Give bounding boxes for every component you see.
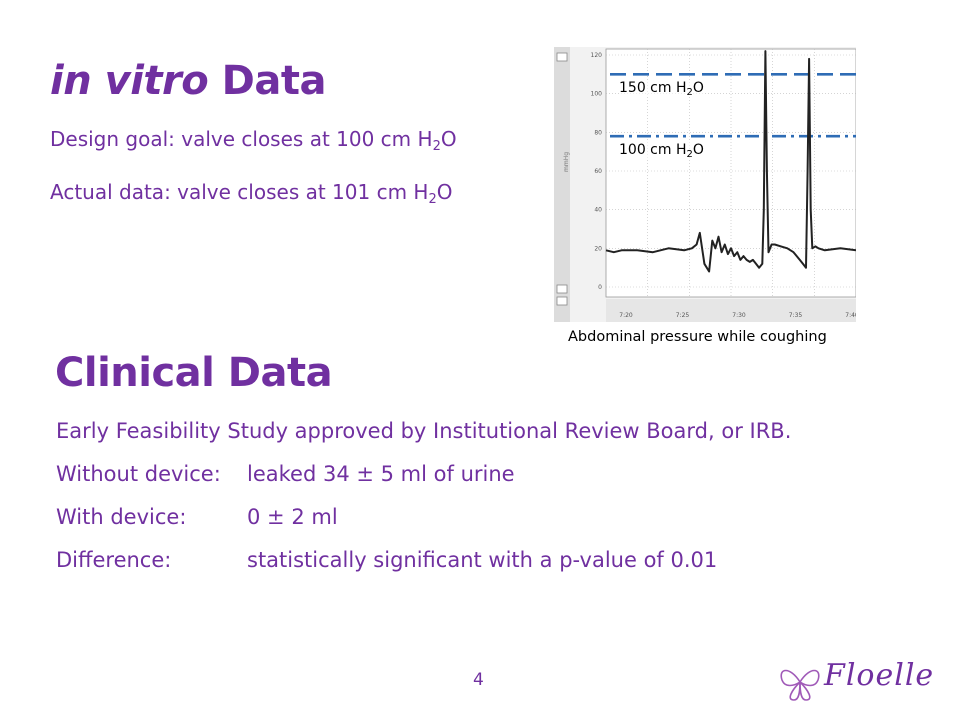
actual-data-line: Actual data: valve closes at 101 cm H2O — [50, 180, 453, 207]
pressure-trace — [605, 50, 856, 273]
logo-wordmark: Floelle — [824, 658, 935, 693]
ref-150-suffix: O — [692, 80, 704, 97]
row-label: Difference: — [56, 548, 172, 572]
row-value-a: statistically significant with a p-value… — [247, 548, 718, 572]
chart-caption: Abdominal pressure while coughing — [568, 329, 827, 345]
design-goal-sub: 2 — [432, 139, 441, 154]
x-tick-label: 7:20 — [619, 312, 633, 319]
y-tick-label: 60 — [594, 168, 602, 175]
row-value-a: leaked 34 — [247, 462, 357, 486]
chart-zoom-out-button — [556, 296, 568, 306]
ref-label-100: 100 cm H2O — [619, 142, 704, 161]
plus-minus-symbol: ± — [267, 505, 285, 529]
time-axis-bar — [606, 299, 856, 322]
plus-minus-symbol: ± — [356, 462, 374, 486]
ref-100-prefix: 100 cm H — [619, 142, 687, 159]
title-italic: in vitro — [50, 58, 209, 104]
y-tick-label: 40 — [594, 207, 602, 214]
pressure-chart: 0 20 40 60 80 100 120 mmHg 7:20 7:25 7:30 7:35 7:4… — [554, 47, 856, 322]
y-tick-label: 100 — [591, 91, 603, 98]
row-label: Without device: — [56, 462, 221, 486]
section-title-clinical: Clinical Data — [55, 350, 333, 396]
section-title-in-vitro: in vitro Data — [50, 58, 326, 104]
reference-lines — [610, 73, 856, 138]
ref-label-150: 150 cm H2O — [619, 80, 704, 99]
floelle-logo-icon — [780, 669, 820, 701]
row-without-device: Without device: leaked 34 ± 5 ml of urine — [56, 462, 515, 486]
chart-menu-button — [556, 52, 568, 62]
page-number: 4 — [473, 670, 484, 690]
y-axis-unit: mmHg — [563, 152, 570, 172]
x-tick-labels: 7:20 7:25 7:30 7:35 7:40 — [619, 312, 856, 319]
actual-suffix: O — [436, 180, 453, 204]
ref-150-sub: 2 — [686, 87, 693, 99]
x-tick-label: 7:25 — [676, 312, 690, 319]
ref-100-sub: 2 — [686, 149, 693, 161]
y-tick-labels: 0 20 40 60 80 100 120 — [591, 52, 603, 291]
row-label: With device: — [56, 505, 187, 529]
x-tick-label: 7:40 — [845, 312, 856, 319]
y-tick-label: 20 — [594, 245, 602, 252]
row-value-b: 5 ml of urine — [373, 462, 515, 486]
actual-prefix: Actual data: valve closes at 101 cm H — [50, 180, 429, 204]
chart-grid — [606, 49, 856, 297]
ref-100-suffix: O — [692, 142, 704, 159]
x-tick-label: 7:30 — [732, 312, 746, 319]
y-tick-label: 0 — [598, 284, 602, 291]
chart-left-toolbar — [554, 47, 570, 322]
design-goal-line: Design goal: valve closes at 100 cm H2O — [50, 127, 457, 154]
clinical-intro: Early Feasibility Study approved by Inst… — [56, 419, 792, 443]
row-difference: Difference: statistically significant wit… — [56, 548, 717, 572]
title-rest: Data — [208, 58, 327, 104]
row-with-device: With device: 0 ± 2 ml — [56, 505, 338, 529]
chart-zoom-in-button — [556, 284, 568, 294]
design-goal-suffix: O — [440, 127, 457, 151]
design-goal-prefix: Design goal: valve closes at 100 cm H — [50, 127, 433, 151]
actual-sub: 2 — [428, 192, 437, 207]
y-tick-label: 80 — [594, 129, 602, 136]
ref-150-prefix: 150 cm H — [619, 80, 687, 97]
row-value-a: 0 — [247, 505, 268, 529]
x-tick-label: 7:35 — [789, 312, 803, 319]
row-value-b: 2 ml — [284, 505, 338, 529]
y-tick-label: 120 — [591, 52, 603, 59]
